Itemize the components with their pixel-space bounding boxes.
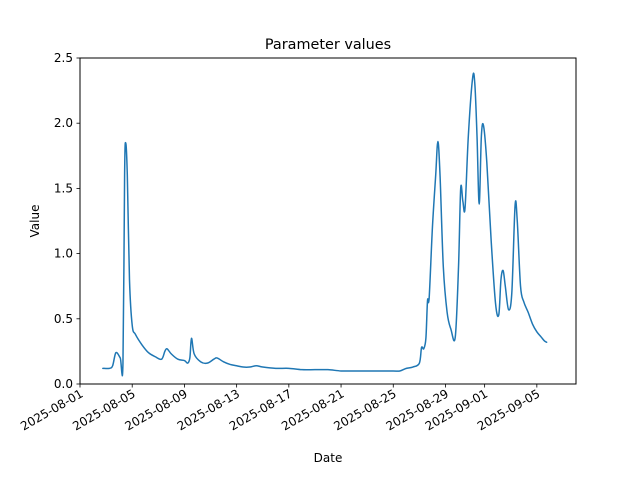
y-tick-label: 2.5 [54, 51, 73, 65]
y-tick-label: 1.5 [54, 181, 73, 195]
chart-title: Parameter values [265, 37, 391, 53]
x-axis-label: Date [314, 451, 343, 465]
y-tick-label: 1.0 [54, 247, 73, 261]
y-axis: 0.0 0.5 1.0 1.5 2.0 2.5 [54, 51, 80, 391]
series-line-0 [102, 72, 548, 377]
plot-area-frame [79, 57, 577, 385]
y-tick-label: 0.5 [54, 312, 73, 326]
y-tick-label: 0.0 [54, 377, 73, 391]
y-axis-label: Value [28, 205, 42, 238]
y-tick-label: 2.0 [54, 116, 73, 130]
plot-marks [102, 72, 548, 377]
